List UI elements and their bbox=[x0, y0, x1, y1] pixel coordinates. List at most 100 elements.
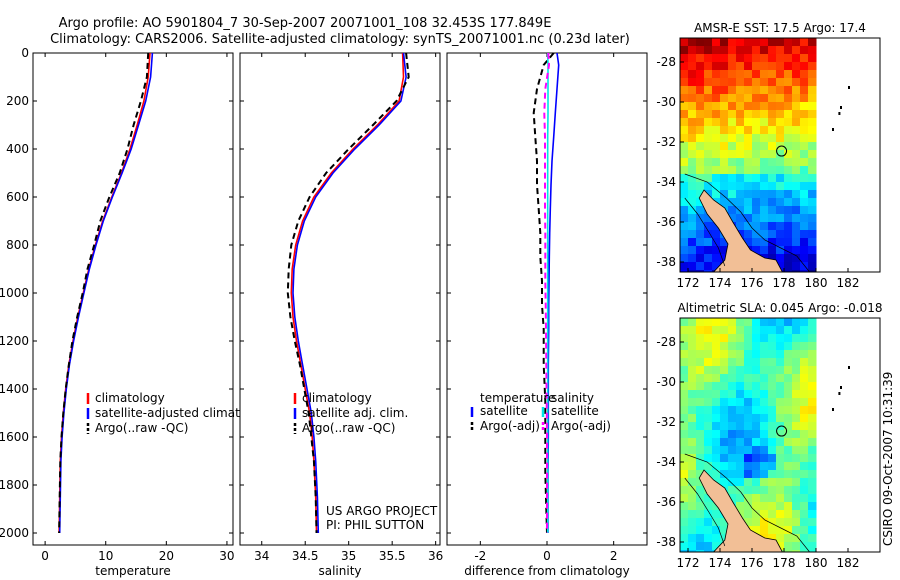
heatmap-cell bbox=[800, 62, 809, 71]
heatmap-cell bbox=[696, 38, 705, 47]
heatmap-cell bbox=[696, 438, 705, 447]
heatmap-cell bbox=[800, 126, 809, 135]
heatmap-cell bbox=[712, 150, 721, 159]
heatmap-cell bbox=[696, 406, 705, 415]
figure-title-line1: Argo profile: AO 5901804_7 30-Sep-2007 2… bbox=[59, 16, 552, 31]
heatmap-cell bbox=[752, 414, 761, 423]
heatmap-cell bbox=[752, 78, 761, 87]
heatmap-cell bbox=[680, 470, 689, 479]
heatmap-cell bbox=[728, 446, 737, 455]
heatmap-cell bbox=[712, 230, 721, 239]
heatmap-cell bbox=[784, 134, 793, 143]
heatmap-cell bbox=[744, 374, 753, 383]
heatmap-cell bbox=[752, 142, 761, 151]
heatmap-cell bbox=[808, 38, 817, 47]
heatmap-cell bbox=[792, 358, 801, 367]
heatmap-cell bbox=[776, 62, 785, 71]
heatmap-cell bbox=[728, 318, 737, 327]
heatmap-cell bbox=[728, 358, 737, 367]
heatmap-cell bbox=[776, 374, 785, 383]
heatmap-cell bbox=[728, 438, 737, 447]
heatmap-cell bbox=[680, 142, 689, 151]
heatmap-cell bbox=[680, 382, 689, 391]
heatmap-cell bbox=[712, 502, 721, 511]
heatmap-cell bbox=[712, 78, 721, 87]
heatmap-cell bbox=[768, 110, 777, 119]
heatmap-cell bbox=[752, 102, 761, 111]
heatmap-cell bbox=[688, 190, 697, 199]
heatmap-cell bbox=[800, 174, 809, 183]
heatmap-cell bbox=[744, 510, 753, 519]
heatmap-cell bbox=[704, 446, 713, 455]
heatmap-cell bbox=[808, 446, 817, 455]
heatmap-cell bbox=[776, 206, 785, 215]
heatmap-cell bbox=[800, 342, 809, 351]
heatmap-cell bbox=[776, 102, 785, 111]
heatmap-cell bbox=[792, 126, 801, 135]
heatmap-cell bbox=[736, 38, 745, 47]
heatmap-cell bbox=[696, 102, 705, 111]
heatmap-cell bbox=[720, 406, 729, 415]
heatmap-cell bbox=[736, 478, 745, 487]
heatmap-cell bbox=[744, 342, 753, 351]
heatmap-cell bbox=[688, 222, 697, 231]
heatmap-cell bbox=[704, 262, 713, 271]
heatmap-cell bbox=[680, 214, 689, 223]
heatmap-cell bbox=[752, 502, 761, 511]
y-tick-label: 600 bbox=[6, 190, 29, 204]
heatmap-cell bbox=[760, 358, 769, 367]
heatmap-cell bbox=[768, 46, 777, 55]
heatmap-cell bbox=[688, 374, 697, 383]
heatmap-cell bbox=[736, 182, 745, 191]
heatmap-cell bbox=[696, 542, 705, 551]
heatmap-cell bbox=[800, 470, 809, 479]
heatmap-cell bbox=[720, 126, 729, 135]
heatmap-cell bbox=[776, 470, 785, 479]
series-line bbox=[543, 52, 551, 533]
heatmap-cell bbox=[736, 454, 745, 463]
heatmap-cell bbox=[728, 182, 737, 191]
heatmap-cell bbox=[752, 110, 761, 119]
heatmap-cell bbox=[720, 318, 729, 327]
heatmap-cell bbox=[720, 86, 729, 95]
heatmap-cell bbox=[720, 334, 729, 343]
heatmap-cell bbox=[792, 390, 801, 399]
heatmap-cell bbox=[760, 86, 769, 95]
heatmap-cell bbox=[680, 182, 689, 191]
project-annotation: PI: PHIL SUTTON bbox=[326, 518, 424, 532]
heatmap-cell bbox=[688, 342, 697, 351]
heatmap-cell bbox=[792, 182, 801, 191]
heatmap-cell bbox=[768, 174, 777, 183]
heatmap-cell bbox=[768, 334, 777, 343]
heatmap-cell bbox=[760, 166, 769, 175]
heatmap-cell bbox=[728, 398, 737, 407]
heatmap-cell bbox=[792, 166, 801, 175]
heatmap-cell bbox=[752, 382, 761, 391]
heatmap-cell bbox=[792, 174, 801, 183]
heatmap-cell bbox=[720, 526, 729, 535]
heatmap-cell bbox=[680, 78, 689, 87]
heatmap-cell bbox=[760, 182, 769, 191]
heatmap-cell bbox=[776, 326, 785, 335]
heatmap-cell bbox=[736, 102, 745, 111]
heatmap-cell bbox=[752, 246, 761, 255]
heatmap-cell bbox=[704, 214, 713, 223]
heatmap-cell bbox=[680, 94, 689, 103]
heatmap-cell bbox=[720, 94, 729, 103]
heatmap-cell bbox=[760, 238, 769, 247]
heatmap-cell bbox=[696, 46, 705, 55]
map-title: Altimetric SLA: 0.045 Argo: -0.018 bbox=[677, 301, 882, 315]
heatmap-cell bbox=[792, 526, 801, 535]
island-mark bbox=[840, 386, 842, 389]
heatmap-cell bbox=[736, 158, 745, 167]
heatmap-cell bbox=[792, 214, 801, 223]
heatmap-cell bbox=[768, 238, 777, 247]
heatmap-cell bbox=[776, 390, 785, 399]
heatmap-cell bbox=[704, 94, 713, 103]
heatmap-cell bbox=[720, 118, 729, 127]
heatmap-cell bbox=[776, 446, 785, 455]
heatmap-cell bbox=[752, 422, 761, 431]
heatmap-cell bbox=[744, 70, 753, 79]
